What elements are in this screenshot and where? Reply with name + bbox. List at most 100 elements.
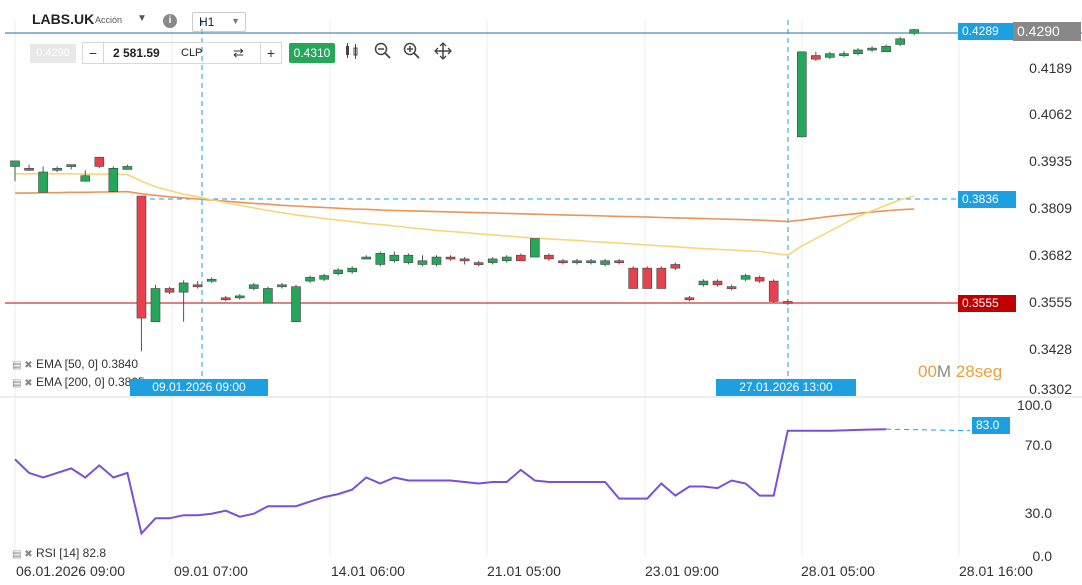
crosshair-price-tag: 0.3836 — [958, 191, 1016, 208]
rsi-cursor-line — [886, 428, 971, 432]
rsi-tick: 0.0 — [1032, 548, 1052, 564]
candle-body — [445, 256, 456, 260]
candle-body — [347, 267, 358, 273]
decrease-button[interactable]: − — [83, 43, 104, 63]
settings-icon[interactable]: ▤ ✖ — [12, 549, 33, 560]
candle-body — [586, 260, 596, 264]
cursor-date-tag: 27.01.2026 13:00 — [716, 379, 856, 396]
candle-body — [291, 286, 301, 323]
symbol-name[interactable]: LABS.UK — [32, 11, 95, 27]
price-tick: 0.4189 — [1029, 60, 1072, 76]
candle-body — [909, 29, 920, 34]
candle-body — [712, 280, 723, 286]
settings-icon[interactable]: ▤ ✖ — [12, 360, 33, 371]
candle-body — [122, 166, 133, 170]
price-tick: 0.3302 — [1029, 381, 1072, 397]
chevron-down-icon: ▼ — [231, 16, 240, 26]
settings-icon[interactable]: ▤ ✖ — [12, 378, 33, 389]
instrument-kind: Acción — [95, 15, 123, 25]
candle-body — [698, 280, 709, 286]
candle-body — [796, 51, 807, 138]
candle-timer: 00M 28seg — [918, 362, 1002, 382]
zoom-in-icon[interactable] — [403, 42, 421, 64]
price-tick: 0.3809 — [1029, 200, 1072, 216]
candle-body — [24, 167, 34, 171]
candle-body — [811, 55, 821, 60]
candle-body — [305, 277, 315, 282]
candle-body — [600, 260, 610, 265]
candle-body — [38, 171, 48, 193]
candle-body — [150, 288, 161, 323]
candle-body — [136, 195, 147, 319]
toolbar: LABS.UK Acción ▼ i H1 ▼ 0.4290 − 2 581.59… — [0, 0, 470, 66]
candle-body — [656, 267, 667, 289]
time-tick: 28.01 05:00 — [801, 563, 875, 579]
quantity-stepper[interactable]: − 2 581.59 CLP ⇄ + — [82, 42, 282, 64]
increase-button[interactable]: + — [260, 43, 281, 63]
timeframe-select[interactable]: H1 ▼ — [192, 12, 246, 32]
candle-body — [389, 254, 400, 262]
candle-body — [487, 258, 498, 263]
move-icon[interactable] — [434, 42, 452, 64]
cursor-price-tag: 0.4289 — [958, 23, 1016, 40]
candle-body — [867, 47, 877, 51]
candle-body — [839, 53, 849, 56]
candle-body — [178, 282, 189, 293]
timer-min-unit: M — [936, 362, 952, 381]
candle-body — [782, 301, 793, 304]
zoom-out-icon[interactable] — [374, 42, 392, 64]
candle-body — [501, 256, 512, 262]
candle-body — [768, 280, 779, 302]
candle-body — [319, 275, 329, 280]
candle-body — [235, 295, 245, 299]
swap-icon[interactable]: ⇄ — [233, 45, 244, 60]
candle-body — [825, 53, 835, 58]
candle-body — [94, 156, 105, 167]
candle-body — [375, 253, 386, 265]
info-icon[interactable]: i — [163, 14, 177, 28]
candle-body — [10, 160, 20, 167]
rsi-label: RSI [14] 82.8 — [35, 546, 106, 560]
ema50-legend[interactable]: ▤ ✖ EMA [50, 0] 0.3840 — [12, 357, 138, 371]
timer-sec-unit: seg — [974, 362, 1003, 381]
sell-price-button[interactable]: 0.4290 — [30, 44, 76, 63]
level-price-tag: 0.3555 — [958, 295, 1016, 312]
candle-body — [572, 260, 582, 264]
candle-body — [80, 175, 91, 182]
candle-body — [895, 38, 905, 45]
quantity-value[interactable]: 2 581.59 — [113, 46, 160, 60]
rsi-legend[interactable]: ▤ ✖ RSI [14] 82.8 — [12, 546, 106, 560]
ema200-legend[interactable]: ▤ ✖ EMA [200, 0] 0.3805 — [12, 375, 145, 389]
candle-body — [192, 284, 203, 288]
candle-body — [361, 256, 372, 260]
candle-body — [417, 260, 428, 265]
rsi-tick: 100.0 — [1016, 397, 1052, 413]
timeframe-value: H1 — [199, 15, 215, 29]
candle-body — [249, 284, 259, 289]
ema50-label: EMA [50, 0] 0.3840 — [35, 357, 139, 371]
candle-body — [614, 260, 624, 264]
timer-seconds: 28 — [955, 362, 975, 381]
candle-body — [277, 284, 287, 288]
candle-body — [726, 286, 737, 289]
price-tick: 0.3682 — [1029, 247, 1072, 263]
candle-body — [628, 267, 639, 289]
price-tick: 0.4062 — [1029, 106, 1072, 122]
candle-body — [431, 256, 442, 265]
rsi-tick: 30.0 — [1024, 505, 1052, 521]
buy-price-button[interactable]: 0.4310 — [289, 43, 335, 63]
chevron-down-icon[interactable]: ▼ — [137, 13, 147, 24]
price-tick: 0.3428 — [1029, 341, 1072, 357]
time-tick: 23.01 09:00 — [645, 563, 719, 579]
candle-body — [558, 260, 568, 264]
candles-icon[interactable] — [344, 42, 360, 64]
candle-body — [473, 262, 484, 265]
candle-body — [206, 278, 217, 282]
price-tick: 0.3555 — [1029, 294, 1072, 310]
ema50-line — [15, 173, 915, 257]
price-tick: 0.3935 — [1029, 153, 1072, 169]
ema200-label: EMA [200, 0] 0.3805 — [35, 375, 145, 389]
candle-body — [853, 49, 863, 54]
candle-body — [333, 269, 343, 274]
